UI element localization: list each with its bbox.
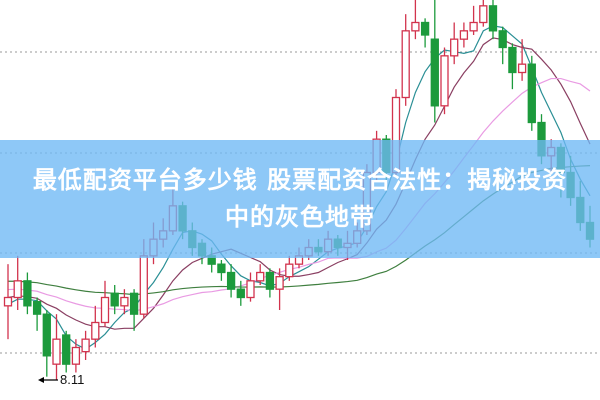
title-line-2: 中的灰色地带: [225, 203, 375, 231]
low-price-label: 8.11: [60, 372, 85, 387]
candle-down: [498, 30, 507, 49]
candle-up: [139, 255, 148, 315]
candle-down: [42, 313, 51, 357]
candle-up: [91, 321, 100, 340]
candle-up: [3, 296, 13, 307]
arrow-head-icon: [38, 377, 44, 383]
candle-down: [527, 63, 536, 124]
candle-up: [81, 338, 90, 353]
candle-up: [285, 263, 294, 278]
candle-down: [420, 21, 430, 36]
candle-down: [236, 288, 245, 299]
candle-up: [469, 21, 478, 32]
candle-down: [110, 292, 119, 307]
title-banner: 最低配资平台多少钱 股票配资合法性：揭秘投资 中的灰色地带: [0, 140, 600, 258]
title-line-1: 最低配资平台多少钱 股票配资合法性：揭秘投资: [32, 166, 568, 194]
candle-up: [13, 280, 22, 299]
candle-down: [265, 271, 275, 290]
candle-up: [71, 346, 81, 365]
candle-up: [479, 5, 488, 24]
candle-up: [411, 21, 420, 32]
candle-up: [459, 30, 469, 40]
candle-up: [517, 63, 527, 74]
candle-up: [440, 55, 449, 107]
candle-up: [401, 30, 410, 99]
candle-up: [52, 338, 61, 365]
candle-up: [450, 38, 459, 57]
candle-down: [430, 38, 439, 107]
candle-up: [256, 271, 265, 282]
candle-down: [32, 301, 42, 315]
candle-down: [23, 280, 32, 307]
candle-down: [129, 292, 139, 315]
candle-up: [275, 276, 284, 290]
candle-down: [226, 271, 236, 290]
candle-up: [246, 280, 255, 299]
candle-up: [120, 296, 129, 307]
candle-up: [100, 296, 110, 324]
candle-down: [508, 46, 517, 74]
candle-down: [217, 263, 226, 274]
candle-down: [62, 334, 71, 365]
candle-down: [488, 5, 498, 32]
